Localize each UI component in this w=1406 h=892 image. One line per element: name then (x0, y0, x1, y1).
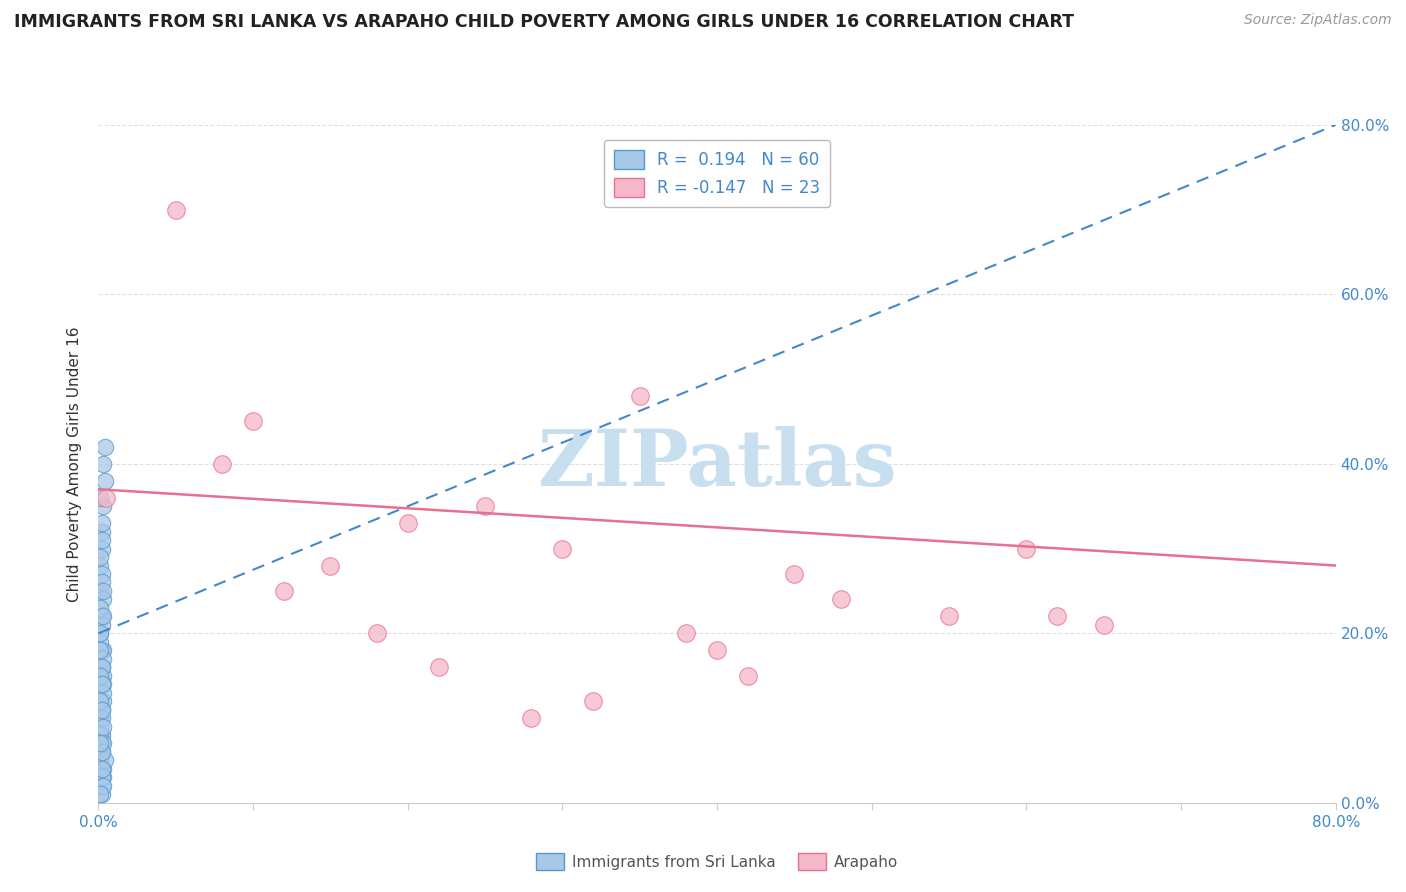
Point (90, 618, 112, 632)
Point (582, 694, 605, 708)
Point (89, 728, 111, 742)
Point (91, 457, 114, 471)
Point (96, 491, 118, 505)
Point (91, 685, 114, 699)
Point (90, 745, 112, 759)
Point (90, 660, 112, 674)
Point (628, 389, 651, 403)
Point (89, 584, 111, 599)
Point (91, 770, 114, 785)
Point (89, 558, 111, 573)
Point (93, 474, 115, 488)
Point (675, 626, 697, 640)
Point (90, 533, 112, 548)
Point (91, 643, 114, 657)
Point (1092, 618, 1115, 632)
Point (91, 737, 114, 751)
Legend: R =  0.194   N = 60, R = -0.147   N = 23: R = 0.194 N = 60, R = -0.147 N = 23 (603, 140, 831, 207)
Point (90, 516, 112, 530)
Point (938, 609, 960, 624)
Point (90, 609, 112, 624)
Point (90, 745, 112, 759)
Point (520, 711, 543, 725)
Point (91, 669, 114, 683)
Point (91, 719, 114, 733)
Y-axis label: Child Poverty Among Girls Under 16: Child Poverty Among Girls Under 16 (67, 326, 83, 601)
Point (89, 669, 111, 683)
Point (90, 703, 112, 717)
Point (396, 516, 419, 530)
Point (91, 651, 114, 665)
Point (90, 703, 112, 717)
Point (89, 601, 111, 615)
Point (90, 609, 112, 624)
Point (551, 541, 574, 556)
Point (89, 753, 111, 767)
Point (830, 592, 852, 607)
Point (90, 728, 112, 742)
Point (273, 584, 295, 599)
Point (427, 660, 450, 674)
Point (90, 524, 112, 539)
Point (91, 677, 114, 691)
Point (89, 549, 111, 565)
Point (242, 415, 264, 429)
Point (1046, 609, 1069, 624)
Point (90, 575, 112, 590)
Text: IMMIGRANTS FROM SRI LANKA VS ARAPAHO CHILD POVERTY AMONG GIRLS UNDER 16 CORRELAT: IMMIGRANTS FROM SRI LANKA VS ARAPAHO CHI… (14, 13, 1074, 31)
Point (91, 779, 114, 793)
Point (90, 660, 112, 674)
Point (165, 202, 187, 217)
Point (91, 592, 114, 607)
Point (211, 457, 233, 471)
Point (89, 643, 111, 657)
Point (89, 694, 111, 708)
Point (90, 737, 112, 751)
Point (91, 762, 114, 776)
Point (90, 541, 112, 556)
Point (89, 491, 111, 505)
Point (90, 711, 112, 725)
Point (93, 753, 115, 767)
Point (90, 762, 112, 776)
Point (366, 626, 388, 640)
Point (91, 609, 114, 624)
Point (1015, 541, 1038, 556)
Point (90, 677, 112, 691)
Point (90, 770, 112, 785)
Point (93, 440, 115, 454)
Text: ZIPatlas: ZIPatlas (537, 425, 897, 502)
Point (89, 711, 111, 725)
Point (89, 635, 111, 649)
Point (91, 500, 114, 514)
Point (89, 719, 111, 733)
Point (319, 558, 342, 573)
Point (783, 567, 806, 582)
Point (90, 788, 112, 801)
Point (474, 500, 496, 514)
Point (91, 584, 114, 599)
Point (90, 779, 112, 793)
Point (706, 643, 728, 657)
Point (91, 694, 114, 708)
Point (89, 737, 111, 751)
Point (90, 567, 112, 582)
Point (90, 643, 112, 657)
Text: Source: ZipAtlas.com: Source: ZipAtlas.com (1244, 13, 1392, 28)
Point (89, 788, 111, 801)
Point (737, 669, 759, 683)
Point (89, 626, 111, 640)
Point (89, 626, 111, 640)
